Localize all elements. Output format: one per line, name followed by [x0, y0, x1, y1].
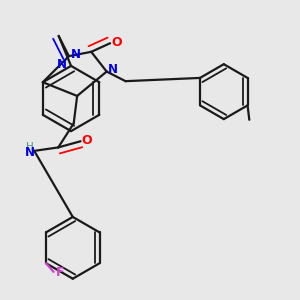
Text: N: N	[71, 48, 81, 61]
Text: N: N	[56, 58, 66, 71]
Text: F: F	[56, 266, 64, 279]
Text: N: N	[25, 146, 35, 159]
Text: O: O	[111, 36, 122, 49]
Text: H: H	[26, 142, 34, 152]
Text: O: O	[81, 134, 92, 147]
Text: N: N	[108, 63, 118, 76]
